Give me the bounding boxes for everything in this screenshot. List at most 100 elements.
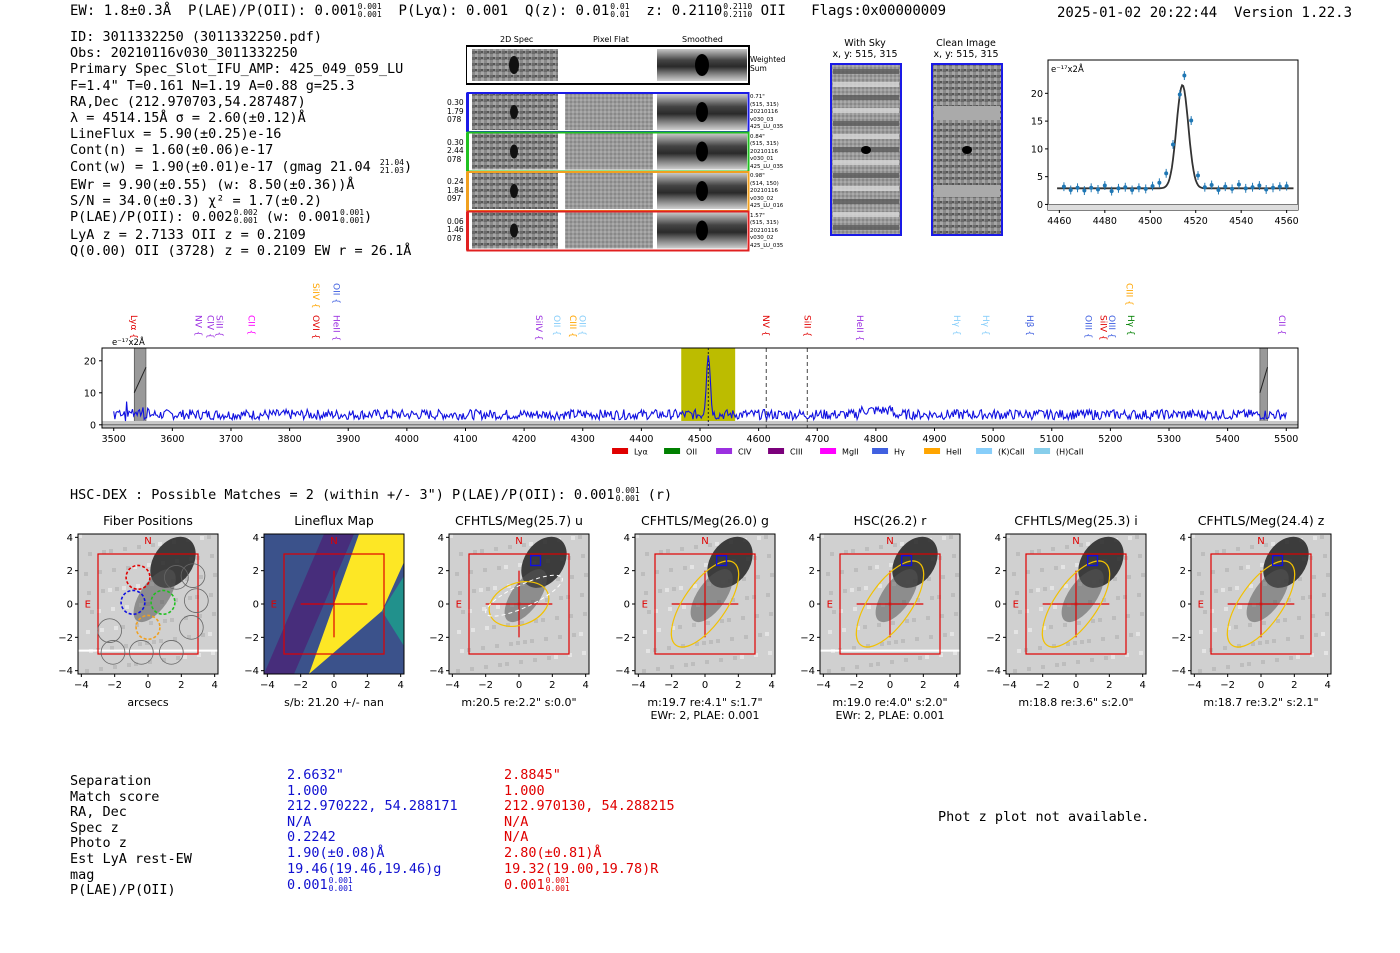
cutout-noise	[646, 649, 650, 653]
cutout-noise	[582, 651, 586, 655]
cutout-noise	[730, 637, 734, 641]
cutout-noise	[901, 639, 905, 643]
cutout-noise	[98, 570, 102, 574]
cutout-ytick-label: 0	[995, 600, 1001, 611]
cutout-noise	[1249, 584, 1253, 588]
cutout-noise	[1091, 619, 1095, 623]
cutout-noise	[1138, 554, 1142, 558]
cutout-noise	[742, 577, 746, 581]
cutout-noise	[1137, 593, 1141, 597]
table-cell: 2.8845"	[504, 767, 561, 783]
spec-xtick-label: 4900	[922, 434, 946, 445]
stamp-left-meta: 0.06 1.46 078	[447, 216, 464, 243]
cutout-panel: N E −4−4 −2 −2 0 0 2 2 4 4	[800, 533, 961, 691]
cutout-noise	[704, 563, 708, 567]
cutout-noise	[1212, 667, 1216, 671]
cutout-noise	[950, 632, 954, 636]
cutout-noise	[1079, 543, 1083, 547]
cutout-noise	[1275, 658, 1279, 662]
cutout-noise	[1320, 535, 1324, 539]
cutout-xtick-label: −4	[445, 680, 460, 691]
cutout-noise	[1251, 642, 1255, 646]
cutout-noise	[894, 640, 898, 644]
fit-data-point	[1271, 185, 1275, 190]
cutout-noise	[1065, 545, 1069, 549]
spec-legend-label: Lyα	[634, 448, 648, 457]
cutout-noise	[658, 589, 662, 593]
table-cell: 2.6632"	[287, 767, 344, 783]
sky-band	[833, 186, 899, 191]
cutout-noise	[121, 625, 125, 629]
col-smoothed-label: Smoothed	[682, 35, 723, 44]
cutout-noise	[865, 547, 869, 551]
info-lya: LyA z = 2.7133 OII z = 0.2109	[70, 227, 306, 244]
cutout-noise	[1112, 616, 1116, 620]
table-row-label: P(LAE)/P(OII)	[70, 882, 176, 899]
cutout-noise	[152, 640, 156, 644]
galaxy-halo	[1246, 569, 1289, 623]
cutout-noise	[853, 607, 857, 611]
fit-data-point	[1130, 188, 1135, 192]
fit-ytick-label: 20	[1031, 89, 1043, 100]
match-marker	[529, 554, 542, 567]
cutout-xtick-label: −2	[107, 680, 122, 691]
cutout-noise	[656, 667, 660, 671]
cutout-noise	[756, 575, 760, 579]
search-box	[1025, 553, 1127, 655]
cutout-noise	[839, 609, 843, 613]
cutout-noise	[642, 669, 646, 673]
cutout-noise	[668, 607, 672, 611]
match-table-labels: Separation Match score RA, Dec Spec z Photo …	[70, 773, 192, 899]
fit-data-point	[1202, 185, 1207, 190]
sky-band	[833, 82, 899, 87]
stamp-smoothed-source	[696, 141, 708, 162]
cutout-noise	[727, 618, 731, 622]
cutout-noise	[1301, 596, 1305, 600]
north-marker: N	[330, 536, 337, 547]
cutout-noise	[1038, 646, 1042, 650]
cutout-noise	[720, 619, 724, 623]
cutout-noise	[694, 545, 698, 549]
cutout-xtick-label: 2	[178, 680, 184, 691]
cutout-noise	[113, 665, 117, 669]
east-marker: E	[642, 599, 648, 610]
cutout-title: CFHTLS/Meg(24.4) z	[1197, 513, 1325, 528]
cutout-noise	[1006, 534, 1010, 538]
cutout-noise	[840, 570, 844, 574]
fit-ytick-label: 10	[1031, 144, 1043, 155]
cutout-noise	[584, 573, 588, 577]
cutout-noise	[102, 550, 106, 554]
cutout-caption: m:20.5 re:2.2" s:0.0"	[461, 696, 577, 709]
cutout-noise	[1198, 669, 1202, 673]
spec-line-label: HeII {	[854, 315, 864, 341]
fit-axes-frame	[1047, 59, 1299, 211]
info-contn: Cont(n) = 1.60(±0.06)e-17	[70, 142, 274, 159]
cutout-noise	[645, 552, 649, 556]
cutout-ytick-label: 0	[624, 600, 630, 611]
cutout-noise	[926, 616, 930, 620]
cutout-xtick-label: −2	[1035, 680, 1050, 691]
cutout-noise	[449, 534, 453, 538]
cutout-noise	[1135, 535, 1139, 539]
cutout-noise	[212, 612, 216, 616]
cutout-noise	[1017, 649, 1021, 653]
cutout-noise	[1240, 663, 1244, 667]
cutout-noise	[149, 621, 153, 625]
cutout-noise	[112, 568, 116, 572]
stamp-left-meta: 0.30 1.79 078	[447, 98, 464, 124]
cutout-noise	[200, 536, 204, 540]
cutout-xtick-label: 2	[549, 680, 555, 691]
stamp-pixel-flat	[565, 173, 653, 209]
cutout-noise	[868, 566, 872, 570]
cutout-noise	[1202, 649, 1206, 653]
cutout-xtick-label: 0	[145, 680, 151, 691]
cutout-noise	[1272, 639, 1276, 643]
header-z: z: 0.2110	[646, 3, 723, 19]
cutout-noise	[916, 598, 920, 602]
cutout-noise	[123, 547, 127, 551]
cutout-noise	[655, 570, 659, 574]
cutout-noise	[767, 554, 771, 558]
cutout-noise	[1113, 577, 1117, 581]
stamp-color-bar	[466, 132, 469, 172]
cutout-noise	[456, 669, 460, 673]
